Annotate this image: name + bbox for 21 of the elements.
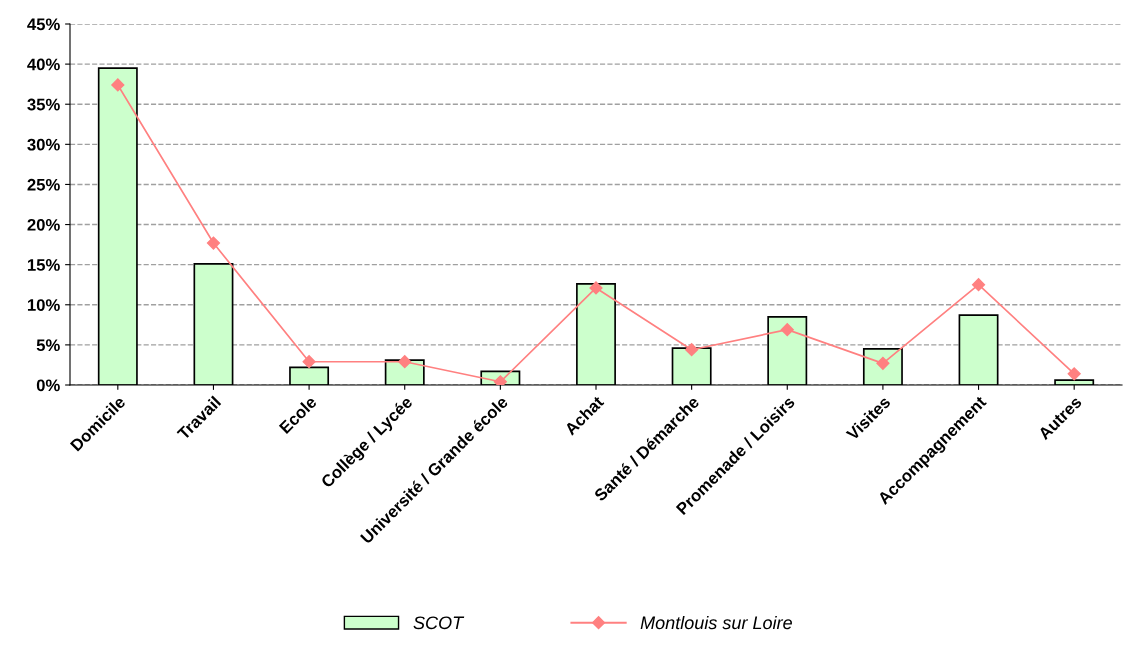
y-tick-label: 5% xyxy=(36,339,60,352)
point xyxy=(589,281,603,295)
y-tick-label: 40% xyxy=(27,58,60,71)
y-tick-label: 45% xyxy=(27,18,60,31)
y-tick-label: 30% xyxy=(27,138,60,151)
y-tick-label: 0% xyxy=(36,379,60,392)
legend-label: SCOT xyxy=(413,616,465,630)
point xyxy=(971,278,986,292)
point xyxy=(1067,367,1081,381)
y-tick-label: 35% xyxy=(27,98,60,111)
y-tick-label: 10% xyxy=(27,299,60,311)
point xyxy=(685,343,699,357)
point xyxy=(206,236,221,250)
y-tick-label: 15% xyxy=(27,259,60,271)
point xyxy=(302,355,316,369)
point xyxy=(780,323,794,337)
y-tick-label: 20% xyxy=(27,218,60,231)
point xyxy=(111,78,125,92)
y-tick-label: 25% xyxy=(27,178,60,191)
point xyxy=(398,355,412,369)
legend-label: Montlouis sur Loire xyxy=(640,615,792,630)
